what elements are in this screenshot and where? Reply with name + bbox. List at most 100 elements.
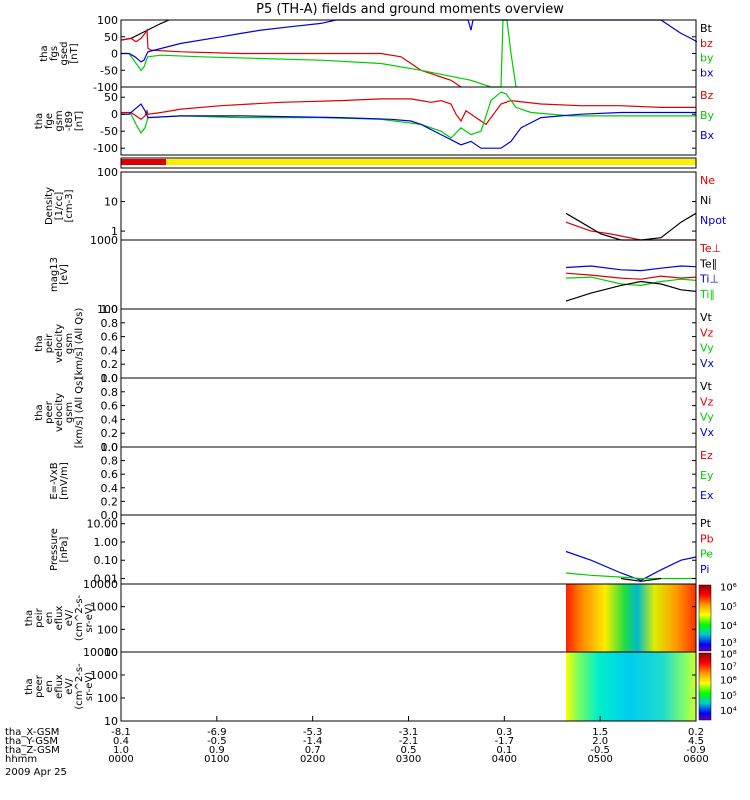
y-axis-label: [1/cc] [54, 192, 65, 221]
legend-entry: Vt [700, 380, 713, 393]
x-row-value: 4.5 [688, 736, 704, 747]
y-axis-label: sr-eV) [84, 672, 95, 701]
series-black [120, 19, 170, 41]
y-axis-label: Density [44, 187, 55, 225]
colorbar-label: 10⁵ [720, 602, 737, 613]
legend-entry: bx [700, 66, 714, 79]
legend-entry: by [700, 52, 714, 65]
y-axis-label: peer [34, 674, 45, 698]
panel-4: 1000 100 mag13 [eV] Te⊥ Te∥ Ti⊥ Ti∥ [49, 234, 721, 316]
panel-frame [120, 308, 697, 379]
x-axis-ephemeris: tha_X-GSM -8.1 -6.9 -5.3 -3.1 0.3 1.5 0.2 tha_Y-… [5, 716, 709, 778]
y-axis-label: eV/ [64, 678, 75, 695]
y-tick-label: -50 [100, 125, 118, 138]
x-row-label: hhmm [5, 754, 37, 765]
x-row-value: -1.4 [303, 736, 323, 747]
colorbar-label: 10³ [720, 638, 737, 649]
legend-entry: bz [700, 37, 713, 50]
legend-entry: Vy [700, 342, 714, 355]
y-axis-label: en [44, 680, 55, 693]
legend-entry: Ne [700, 174, 715, 187]
strip-segment [166, 159, 696, 165]
y-axis-label: eV/ [64, 609, 75, 626]
colorbar-label: 10⁸ [720, 649, 737, 660]
y-axis-label: peir [34, 607, 45, 627]
panel-frame [120, 239, 697, 310]
y-axis-label: [nT] [69, 43, 80, 63]
y-tick-label: 100 [97, 14, 118, 27]
y-axis-label: tha [34, 335, 45, 351]
x-row-value: 0300 [396, 754, 421, 765]
y-tick-label: 100 [97, 623, 118, 636]
y-axis-label: eflux [54, 674, 65, 699]
y-axis-label: peir [44, 333, 55, 353]
y-tick-label: 10 [104, 196, 118, 209]
legend-entry: By [700, 109, 715, 122]
y-axis-label: E=-VxB [49, 462, 60, 499]
y-axis-label: tha [34, 113, 45, 129]
y-tick-label: 10 [104, 646, 118, 659]
y-axis-label: -t89 [64, 111, 75, 131]
x-row-value: 0.2 [688, 727, 704, 738]
heatmap-region [566, 652, 696, 721]
y-axis-label: tha [39, 45, 50, 61]
x-row-value: 0.4 [113, 736, 129, 747]
y-tick-label: -50 [100, 64, 118, 77]
legend-entry: Pi [700, 563, 709, 576]
x-row-label: tha_Z-GSM [5, 745, 60, 756]
y-tick-label: 0.6 [101, 468, 119, 481]
y-axis-label: gsm [64, 333, 75, 354]
y-tick-label: 1.0 [101, 441, 119, 454]
y-tick-label: 1000 [90, 601, 118, 614]
legend-entry: Vx [700, 357, 715, 370]
y-tick-label: 1000 [90, 669, 118, 682]
panel-1: 50 0 -50 -100 tha fge gsm -t89 [nT] Bz By Bx [34, 86, 715, 156]
colorbar-label: 10⁴ [720, 621, 737, 632]
x-row-value: 0600 [683, 754, 708, 765]
legend-entry: Bz [700, 89, 714, 102]
x-row-label: tha_X-GSM [5, 727, 59, 738]
series-green [565, 276, 697, 287]
legend-entry: Vx [700, 426, 715, 439]
y-axis-label: [mV/m] [59, 462, 70, 500]
colorbar-label: 10⁶ [720, 583, 737, 594]
y-axis-label: [km/s] (All Qs) [74, 308, 85, 380]
y-tick-label: 0.0 [101, 441, 119, 454]
y-axis-label: gsm [54, 110, 65, 131]
y-axis-label: [nPa] [59, 536, 70, 562]
x-row-value: 0.5 [401, 745, 417, 756]
y-axis-label: Pressure [49, 528, 60, 571]
x-row-value: -0.9 [686, 745, 706, 756]
y-tick-label: 0.8 [101, 455, 119, 468]
legend-entry: Ex [700, 489, 714, 502]
legend-entry: Vz [700, 395, 714, 408]
y-tick-label: 0.10 [94, 554, 119, 567]
panel-frame [120, 171, 697, 241]
series-green [121, 19, 517, 88]
y-axis-label: [nT] [74, 111, 85, 131]
y-tick-label: 0.6 [101, 400, 119, 413]
series-black [565, 212, 697, 241]
colorbar [698, 652, 712, 721]
x-row-value: 0.9 [209, 745, 225, 756]
panel-2 [120, 157, 697, 169]
legend-entry: Ez [700, 449, 713, 462]
colorbar-label: 10⁵ [720, 691, 737, 702]
y-tick-label: 0.01 [94, 573, 119, 586]
y-axis-label: velocity [54, 393, 65, 432]
x-row-value: -2.1 [399, 736, 419, 747]
legend-entry: Pt [700, 517, 712, 530]
panel-frame [120, 86, 697, 156]
y-axis-label: [cm-3] [64, 189, 75, 222]
panel-3: 100 10 1 Density [1/cc] [cm-3] Ne Ni Npot [44, 166, 727, 241]
y-axis-label: [eV] [59, 264, 70, 285]
series-blue [565, 550, 697, 581]
series-black [620, 577, 662, 582]
y-tick-label: 1.00 [94, 536, 119, 549]
colorbar-label: 10⁴ [720, 706, 737, 717]
x-row-value: 1.0 [113, 745, 129, 756]
x-row-value: -3.1 [399, 727, 419, 738]
y-axis-label: velocity [54, 324, 65, 363]
y-tick-label: 0.4 [101, 344, 119, 357]
y-tick-label: 0 [111, 108, 118, 121]
